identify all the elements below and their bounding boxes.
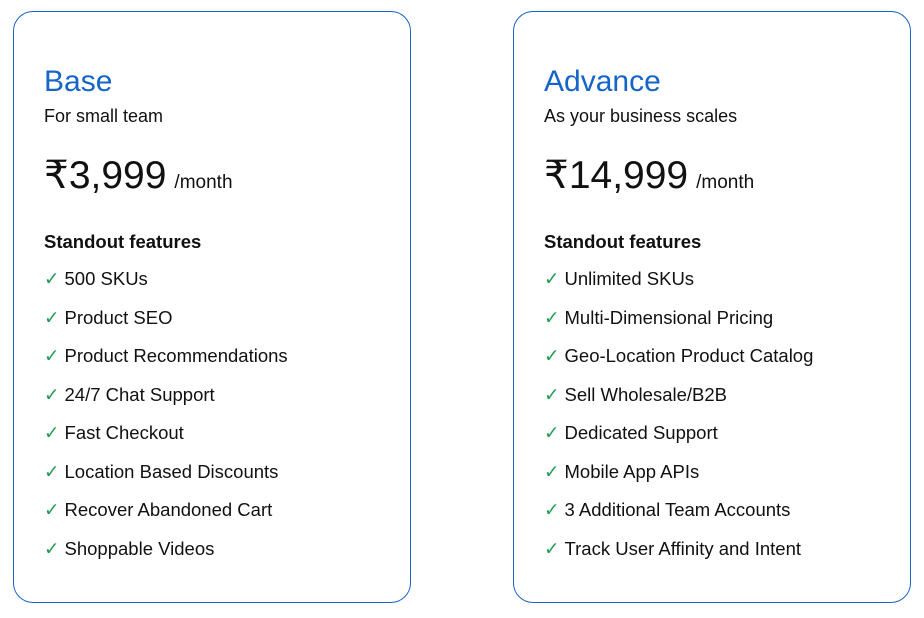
check-icon: ✓ [544, 268, 560, 289]
features-heading: Standout features [544, 231, 702, 252]
feature-item: ✓ 3 Additional Team Accounts [544, 499, 813, 538]
check-icon: ✓ [44, 268, 60, 289]
feature-label: Geo-Location Product Catalog [564, 345, 814, 366]
feature-item: ✓ Sell Wholesale/B2B [544, 384, 813, 423]
check-icon: ✓ [544, 306, 560, 328]
check-icon: ✓ [544, 537, 560, 559]
check-icon: ✓ [44, 460, 60, 482]
feature-label: Fast Checkout [64, 422, 184, 443]
feature-label: Recover Abandoned Cart [64, 499, 273, 520]
feature-label: Sell Wholesale/B2B [564, 383, 727, 405]
price-period: /month [174, 172, 233, 193]
feature-item: ✓ 24/7 Chat Support [44, 384, 288, 423]
price-amount: ₹3,999 [44, 154, 167, 197]
feature-item: ✓ Unlimited SKUs [544, 268, 813, 307]
check-icon: ✓ [544, 345, 560, 366]
feature-label: Product Recommendations [64, 345, 288, 366]
check-icon: ✓ [44, 422, 60, 443]
check-icon: ✓ [44, 537, 60, 559]
feature-item: ✓ Track User Affinity and Intent [544, 538, 813, 577]
check-icon: ✓ [44, 345, 60, 366]
feature-item: ✓ Product Recommendations [44, 345, 288, 384]
feature-label: Track User Affinity and Intent [564, 537, 802, 559]
feature-list: ✓ Unlimited SKUs ✓ Multi-Dimensional Pricin… [544, 268, 813, 576]
feature-label: 24/7 Chat Support [64, 383, 215, 405]
feature-item: ✓ Geo-Location Product Catalog [544, 345, 813, 384]
feature-item: ✓ Mobile App APIs [544, 461, 813, 500]
check-icon: ✓ [544, 499, 560, 520]
feature-label: Product SEO [64, 306, 173, 328]
feature-item: ✓ Recover Abandoned Cart [44, 499, 288, 538]
check-icon: ✓ [544, 460, 560, 482]
feature-label: Dedicated Support [564, 422, 718, 443]
feature-label: Location Based Discounts [64, 460, 279, 482]
feature-item: ✓ Location Based Discounts [44, 461, 288, 500]
plan-name: Base [44, 65, 113, 98]
feature-label: 3 Additional Team Accounts [564, 499, 791, 520]
feature-item: ✓ Fast Checkout [44, 422, 288, 461]
check-icon: ✓ [44, 383, 60, 405]
feature-item: ✓ Multi-Dimensional Pricing [544, 307, 813, 346]
price-amount: ₹14,999 [544, 154, 689, 197]
plan-card-base: Base For small team ₹3,999/month Standou… [13, 11, 411, 603]
feature-label: 500 SKUs [64, 268, 148, 289]
plan-name: Advance [544, 65, 661, 98]
check-icon: ✓ [544, 383, 560, 405]
check-icon: ✓ [544, 422, 560, 443]
plan-price: ₹14,999/month [544, 153, 754, 198]
check-icon: ✓ [44, 499, 60, 520]
plan-tagline: For small team [44, 106, 164, 126]
feature-item: ✓ Product SEO [44, 307, 288, 346]
plan-price: ₹3,999/month [44, 153, 233, 198]
feature-item: ✓ Shoppable Videos [44, 538, 288, 577]
feature-label: Multi-Dimensional Pricing [564, 306, 774, 328]
plan-tagline: As your business scales [544, 106, 738, 126]
feature-label: Unlimited SKUs [564, 268, 695, 289]
price-period: /month [696, 172, 755, 193]
features-heading: Standout features [44, 231, 202, 252]
check-icon: ✓ [44, 306, 60, 328]
feature-label: Mobile App APIs [564, 460, 700, 482]
feature-item: ✓ 500 SKUs [44, 268, 288, 307]
feature-label: Shoppable Videos [64, 537, 215, 559]
plan-card-advance: Advance As your business scales ₹14,999/… [513, 11, 911, 603]
feature-item: ✓ Dedicated Support [544, 422, 813, 461]
feature-list: ✓ 500 SKUs ✓ Product SEO ✓ Product Recommenda… [44, 268, 288, 576]
